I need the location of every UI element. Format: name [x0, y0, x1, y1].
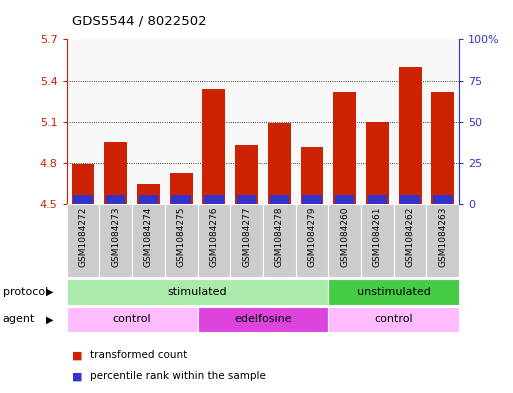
- Bar: [72, 164, 94, 204]
- Bar: [171, 195, 191, 204]
- Text: GSM1084262: GSM1084262: [406, 207, 415, 267]
- Bar: [67, 279, 328, 305]
- Text: GSM1084279: GSM1084279: [307, 207, 317, 267]
- Bar: [198, 307, 328, 332]
- Bar: [269, 195, 289, 204]
- Text: transformed count: transformed count: [90, 350, 187, 360]
- Text: edelfosine: edelfosine: [234, 314, 292, 324]
- Text: percentile rank within the sample: percentile rank within the sample: [90, 371, 266, 382]
- Text: GDS5544 / 8022502: GDS5544 / 8022502: [72, 15, 206, 28]
- Bar: [204, 195, 224, 204]
- Bar: [399, 67, 422, 204]
- Text: GSM1084272: GSM1084272: [78, 207, 88, 267]
- Text: GSM1084273: GSM1084273: [111, 207, 120, 267]
- Bar: [106, 195, 126, 204]
- Bar: [268, 123, 291, 204]
- Bar: [302, 195, 322, 204]
- Bar: [203, 89, 225, 204]
- Text: control: control: [374, 314, 413, 324]
- Bar: [328, 279, 459, 305]
- Bar: [132, 204, 165, 277]
- Text: ▶: ▶: [46, 314, 54, 324]
- Bar: [361, 204, 394, 277]
- Text: GSM1084277: GSM1084277: [242, 207, 251, 267]
- Bar: [165, 204, 198, 277]
- Text: stimulated: stimulated: [168, 287, 227, 297]
- Bar: [104, 142, 127, 204]
- Bar: [295, 204, 328, 277]
- Bar: [198, 204, 230, 277]
- Bar: [426, 204, 459, 277]
- Bar: [73, 195, 93, 204]
- Text: control: control: [113, 314, 151, 324]
- Text: GSM1084261: GSM1084261: [373, 207, 382, 267]
- Text: agent: agent: [3, 314, 35, 324]
- Bar: [394, 204, 426, 277]
- Bar: [137, 184, 160, 204]
- Bar: [170, 173, 192, 204]
- Text: GSM1084276: GSM1084276: [209, 207, 219, 267]
- Bar: [368, 195, 387, 204]
- Bar: [335, 195, 354, 204]
- Bar: [333, 92, 356, 204]
- Bar: [301, 147, 323, 204]
- Bar: [237, 195, 256, 204]
- Bar: [67, 204, 100, 277]
- Bar: [139, 195, 158, 204]
- Bar: [100, 204, 132, 277]
- Bar: [230, 204, 263, 277]
- Text: protocol: protocol: [3, 287, 48, 297]
- Text: ▶: ▶: [46, 287, 54, 297]
- Bar: [328, 307, 459, 332]
- Text: ■: ■: [72, 371, 82, 382]
- Bar: [263, 204, 295, 277]
- Text: GSM1084260: GSM1084260: [340, 207, 349, 267]
- Text: GSM1084274: GSM1084274: [144, 207, 153, 267]
- Bar: [328, 204, 361, 277]
- Bar: [433, 195, 452, 204]
- Bar: [235, 145, 258, 204]
- Bar: [366, 122, 389, 204]
- Text: GSM1084275: GSM1084275: [176, 207, 186, 267]
- Text: GSM1084278: GSM1084278: [275, 207, 284, 267]
- Bar: [67, 307, 198, 332]
- Text: GSM1084263: GSM1084263: [438, 207, 447, 267]
- Bar: [400, 195, 420, 204]
- Text: ■: ■: [72, 350, 82, 360]
- Bar: [431, 92, 454, 204]
- Text: unstimulated: unstimulated: [357, 287, 431, 297]
